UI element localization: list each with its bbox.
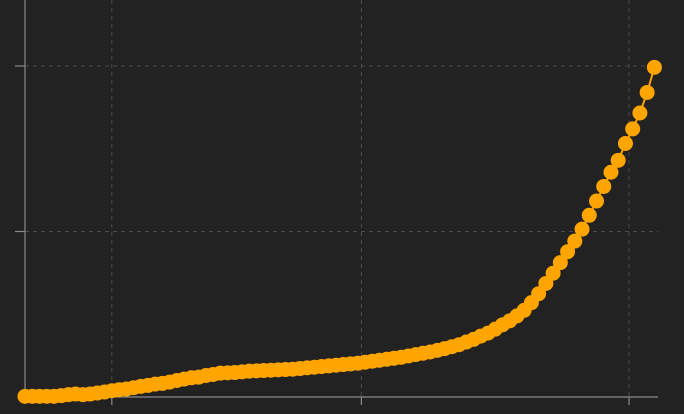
data-point <box>632 105 648 121</box>
data-point <box>617 135 633 151</box>
data-point <box>552 255 568 271</box>
data-point <box>589 193 605 209</box>
data-point <box>560 244 576 260</box>
data-point <box>646 59 662 75</box>
data-point <box>567 233 583 249</box>
axis-layer <box>15 0 658 405</box>
data-point <box>545 265 561 281</box>
data-point <box>596 178 612 194</box>
data-point <box>639 84 655 100</box>
data-point <box>581 207 597 223</box>
data-point <box>574 221 590 237</box>
data-point <box>610 152 626 168</box>
data-point <box>625 121 641 137</box>
data-point <box>603 164 619 180</box>
grid-layer <box>25 0 658 397</box>
series-layer <box>17 59 662 404</box>
